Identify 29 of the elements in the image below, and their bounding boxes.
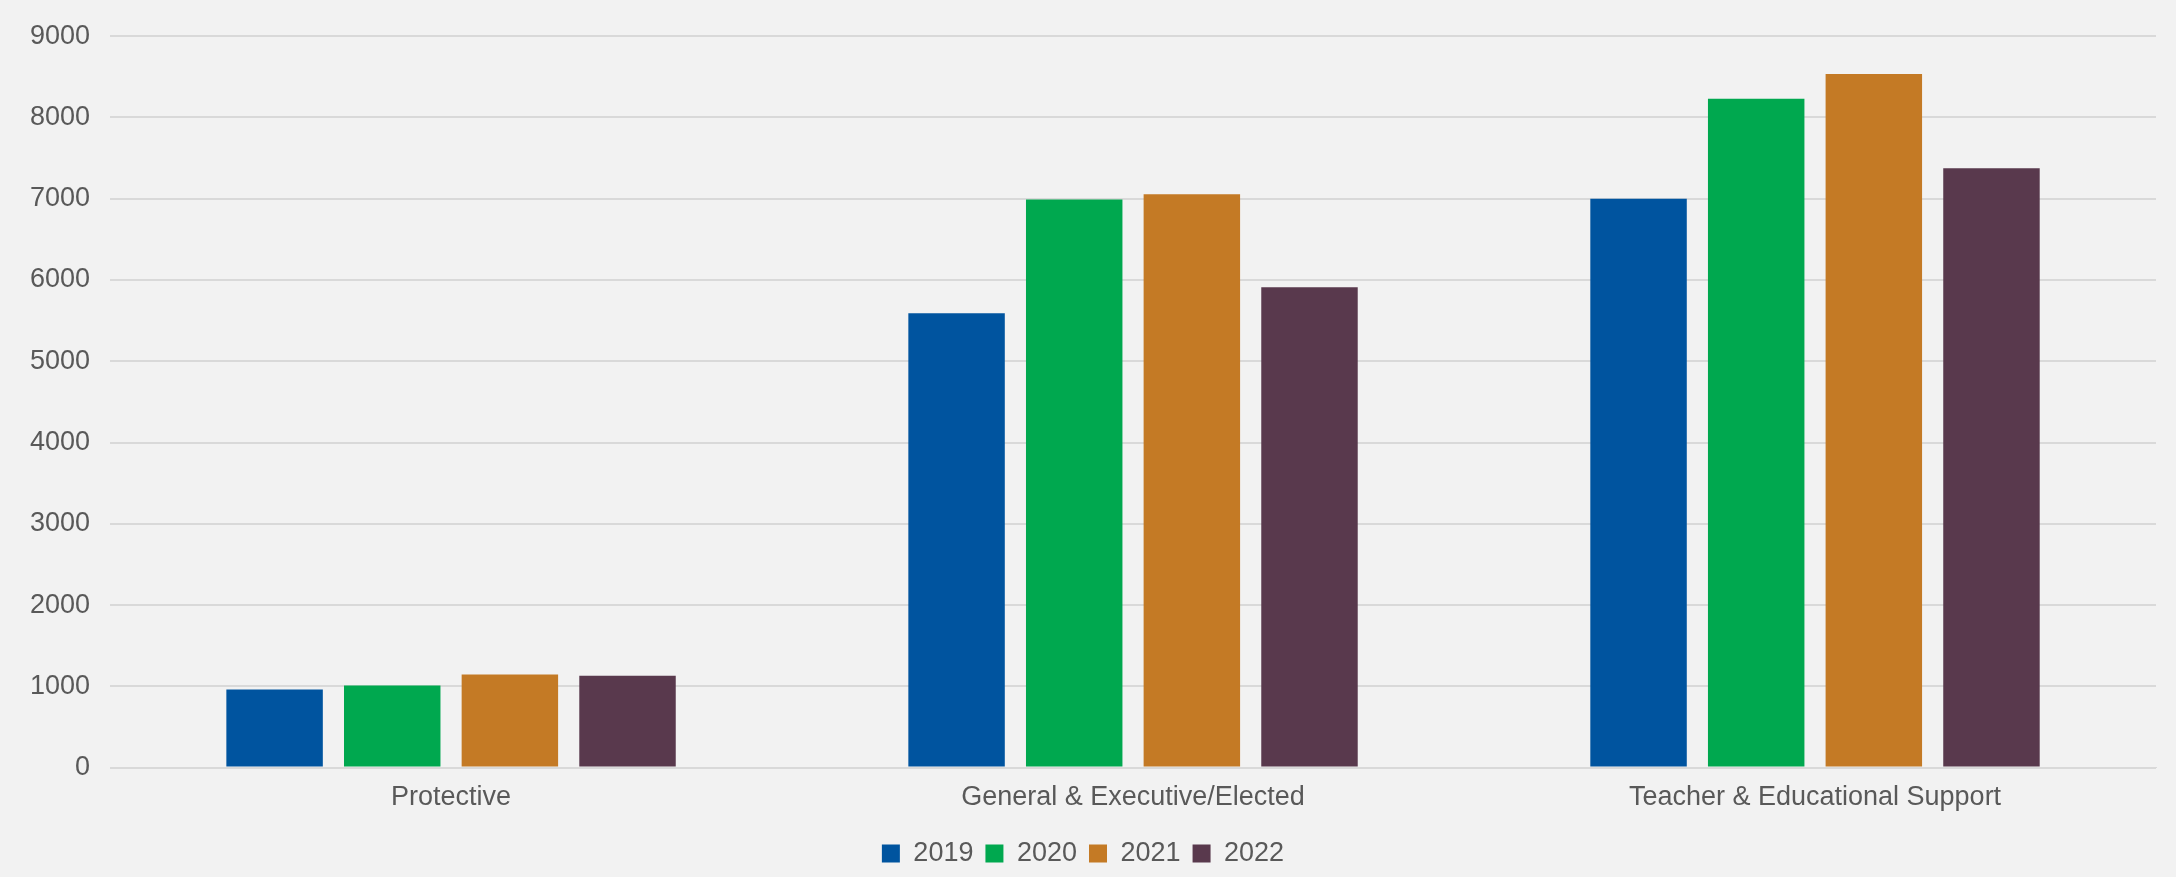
- bar: [1261, 287, 1358, 767]
- bar: [1825, 73, 1923, 767]
- x-tick-label: General & Executive/Elected: [961, 781, 1305, 812]
- y-tick-label: 5000: [29, 344, 91, 375]
- x-tick-label: Protective: [391, 781, 512, 812]
- y-tick-label: 7000: [29, 182, 91, 213]
- bar: [226, 689, 323, 767]
- y-tick-label: 2000: [29, 588, 91, 619]
- bar: [344, 685, 441, 767]
- bar: [1943, 168, 2040, 767]
- bar: [461, 674, 559, 767]
- y-tick-label: 8000: [29, 100, 91, 131]
- legend-label: 2019: [913, 836, 974, 867]
- y-tick-label: 1000: [29, 669, 91, 700]
- legend-label: 2020: [1016, 836, 1078, 867]
- y-tick-label: 6000: [29, 263, 91, 294]
- y-tick-label: 4000: [29, 425, 91, 456]
- legend-label: 2022: [1224, 836, 1285, 867]
- bar: [579, 675, 676, 767]
- y-tick-label: 0: [75, 751, 91, 782]
- bar: [1590, 198, 1687, 767]
- y-tick-label: 3000: [29, 507, 91, 538]
- bar: [1143, 194, 1241, 767]
- y-tick-label: 9000: [29, 19, 91, 50]
- bar: [1707, 98, 1805, 767]
- legend-label: 2021: [1120, 836, 1181, 867]
- x-tick-label: Teacher & Educational Support: [1628, 781, 2002, 812]
- bar: [908, 313, 1005, 767]
- bar: [1025, 199, 1123, 767]
